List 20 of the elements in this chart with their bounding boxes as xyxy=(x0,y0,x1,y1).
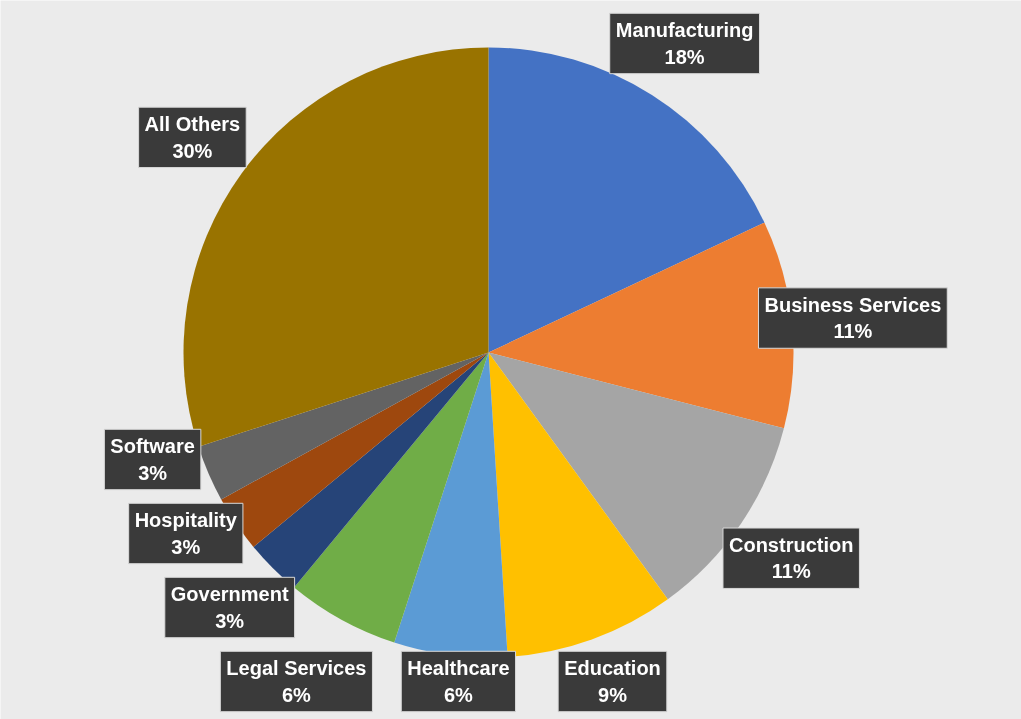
data-label: 30% xyxy=(172,139,213,162)
slice-label: All Others xyxy=(144,113,241,136)
data-label: 11% xyxy=(833,320,873,343)
data-label: 6% xyxy=(443,683,474,706)
data-label: 18% xyxy=(664,45,705,68)
slice-label: Construction xyxy=(728,534,854,557)
data-label: 3% xyxy=(215,609,245,632)
data-label: 3% xyxy=(171,535,201,558)
slice-label: Manufacturing xyxy=(615,19,754,42)
slice-label: Healthcare xyxy=(407,657,510,680)
data-label: 9% xyxy=(598,683,628,706)
slice-label: Legal Services xyxy=(226,657,367,680)
slice-label: Software xyxy=(110,435,195,458)
data-label: 3% xyxy=(138,461,168,484)
slice-label: Education xyxy=(564,657,661,680)
data-label: 11% xyxy=(771,560,811,583)
data-label: 6% xyxy=(281,683,312,706)
slice-label: Government xyxy=(170,583,289,606)
slice-label: Business Services xyxy=(764,293,942,316)
slice-label: Hospitality xyxy=(134,509,238,532)
